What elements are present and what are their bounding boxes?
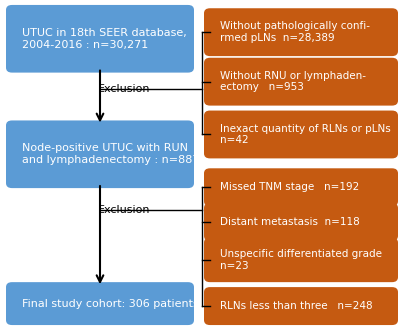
Text: RLNs less than three   n=248: RLNs less than three n=248 bbox=[220, 301, 373, 311]
FancyBboxPatch shape bbox=[204, 287, 398, 325]
FancyBboxPatch shape bbox=[6, 5, 194, 73]
FancyBboxPatch shape bbox=[204, 203, 398, 241]
Text: Without RNU or lymphaden-
ectomy   n=953: Without RNU or lymphaden- ectomy n=953 bbox=[220, 71, 366, 92]
FancyBboxPatch shape bbox=[204, 111, 398, 158]
FancyBboxPatch shape bbox=[204, 8, 398, 56]
Text: Distant metastasis  n=118: Distant metastasis n=118 bbox=[220, 217, 360, 227]
FancyBboxPatch shape bbox=[6, 120, 194, 188]
FancyBboxPatch shape bbox=[204, 58, 398, 106]
Text: Final study cohort: 306 patients: Final study cohort: 306 patients bbox=[22, 299, 199, 309]
Text: Node-positive UTUC with RUN
and lymphadenectomy : n=887: Node-positive UTUC with RUN and lymphade… bbox=[22, 144, 200, 165]
Text: Without pathologically confi-
rmed pLNs  n=28,389: Without pathologically confi- rmed pLNs … bbox=[220, 21, 370, 43]
Text: Missed TNM stage   n=192: Missed TNM stage n=192 bbox=[220, 182, 359, 192]
FancyBboxPatch shape bbox=[204, 168, 398, 206]
Text: Exclusion: Exclusion bbox=[98, 84, 150, 94]
FancyBboxPatch shape bbox=[204, 238, 398, 282]
Text: Exclusion: Exclusion bbox=[98, 205, 150, 214]
Text: Unspecific differentiated grade
n=23: Unspecific differentiated grade n=23 bbox=[220, 249, 382, 271]
FancyBboxPatch shape bbox=[6, 282, 194, 325]
Text: Inexact quantity of RLNs or pLNs
n=42: Inexact quantity of RLNs or pLNs n=42 bbox=[220, 124, 391, 145]
Text: UTUC in 18th SEER database,
2004-2016 : n=30,271: UTUC in 18th SEER database, 2004-2016 : … bbox=[22, 28, 187, 50]
